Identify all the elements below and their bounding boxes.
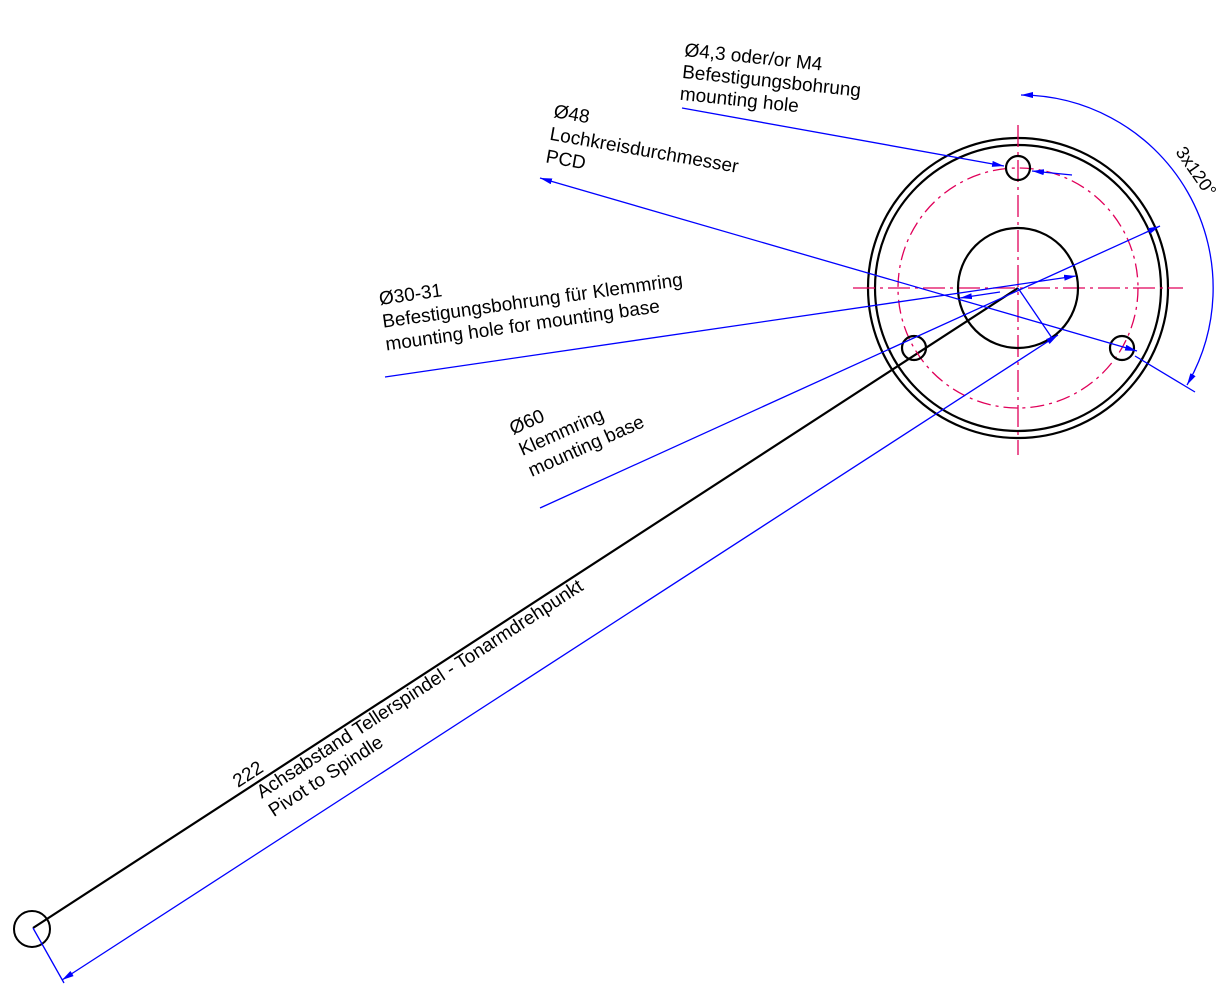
angle-text: 3x120° [1172,143,1221,201]
pcd-leader [539,177,1138,352]
label-mounting-hole: Ø4,3 oder/or M4 Befestigungsbohrung moun… [679,40,862,117]
label-distance: 222 Achsabstand Tellerspindel - Tonarmdr… [229,575,588,821]
distance-desc-de: Achsabstand Tellerspindel - Tonarmdrehpu… [253,575,588,803]
hole-arrow-right [1031,169,1073,176]
bore-radius-line [1017,287,1053,339]
bore-arrow-left [959,291,1001,300]
label-pcd: Ø48 Lochkreisdurchmesser PCD [544,101,741,178]
label-angle: 3x120° [1172,143,1221,201]
distance-dimension-line [61,334,1059,981]
angle-extension [1134,355,1196,393]
pivot-circle [13,910,51,948]
pcd-desc-en: PCD [544,147,587,175]
label-mounting-base: Ø60 Klemmring mounting base [506,404,647,481]
distance-extension-start [32,927,65,984]
angle-arc [1020,92,1214,386]
hole-leader [681,107,1005,167]
